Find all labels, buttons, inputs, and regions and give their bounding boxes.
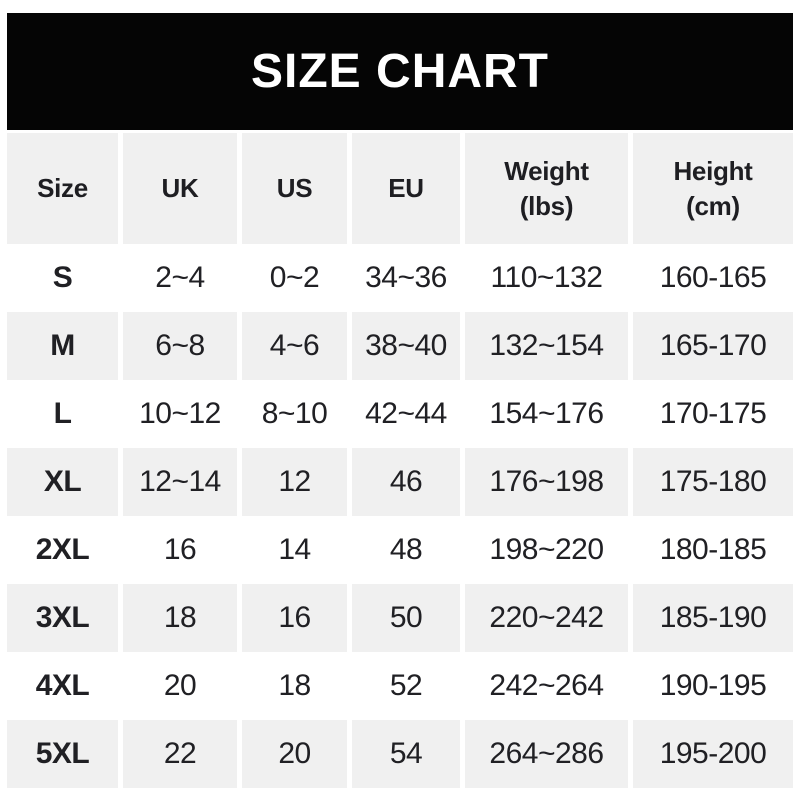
column-header-unit: (lbs) xyxy=(519,190,574,221)
cell-eu: 48 xyxy=(389,533,423,566)
cell-size: S xyxy=(52,261,73,294)
cell-us: 16 xyxy=(242,584,347,652)
table-row-4xl: 4XL 20 18 52 242~264 190-195 xyxy=(7,652,793,720)
column-header-label: UK xyxy=(161,173,199,204)
table-header-row: Size UK US EU Weight (lbs) Height (cm) xyxy=(7,133,793,244)
cell-us: 0~2 xyxy=(269,261,320,294)
cell-uk: 2~4 xyxy=(155,261,205,294)
cell-eu: 50 xyxy=(352,584,460,652)
cell-height: 175-180 xyxy=(633,448,793,516)
cell-us: 12 xyxy=(242,448,347,516)
cell-us: 20 xyxy=(242,720,347,788)
cell-size: L xyxy=(53,397,72,430)
cell-weight: 132~154 xyxy=(465,312,628,380)
cell-height: 190-195 xyxy=(659,669,767,702)
cell-uk: 22 xyxy=(123,720,237,788)
cell-height: 170-175 xyxy=(659,397,767,430)
column-header-us: US xyxy=(242,133,347,244)
cell-eu: 38~40 xyxy=(352,312,460,380)
cell-us: 18 xyxy=(278,669,311,702)
table-row-m: M 6~8 4~6 38~40 132~154 165-170 xyxy=(7,312,793,380)
cell-eu: 42~44 xyxy=(365,397,447,430)
column-header-label: US xyxy=(276,173,313,204)
cell-us: 4~6 xyxy=(242,312,347,380)
cell-height: 160-165 xyxy=(659,261,767,294)
cell-uk: 12~14 xyxy=(123,448,237,516)
cell-size: 3XL xyxy=(7,584,118,652)
cell-us: 8~10 xyxy=(261,397,328,430)
column-header-label: Size xyxy=(37,173,88,204)
cell-uk: 18 xyxy=(123,584,237,652)
table-row-3xl: 3XL 18 16 50 220~242 185-190 xyxy=(7,584,793,652)
cell-size: 2XL xyxy=(35,533,90,566)
column-header-eu: EU xyxy=(352,133,460,244)
cell-size: M xyxy=(7,312,118,380)
cell-uk: 20 xyxy=(163,669,197,702)
cell-eu: 52 xyxy=(389,669,423,702)
cell-uk: 10~12 xyxy=(139,397,221,430)
cell-height: 165-170 xyxy=(633,312,793,380)
column-header-unit: (cm) xyxy=(686,190,740,221)
cell-weight: 220~242 xyxy=(465,584,628,652)
table-row-5xl: 5XL 22 20 54 264~286 195-200 xyxy=(7,720,793,788)
column-header-size: Size xyxy=(7,133,118,244)
cell-uk: 6~8 xyxy=(123,312,237,380)
size-chart-banner: SIZE CHART xyxy=(7,13,793,130)
size-chart-table: Size UK US EU Weight (lbs) Height (cm) S 2… xyxy=(7,133,793,788)
cell-size: 5XL xyxy=(7,720,118,788)
page-title: SIZE CHART xyxy=(251,45,549,98)
column-header-label: Weight xyxy=(504,156,589,187)
cell-size: XL xyxy=(7,448,118,516)
cell-height: 185-190 xyxy=(633,584,793,652)
table-row-2xl: 2XL 16 14 48 198~220 180-185 xyxy=(7,516,793,584)
cell-weight: 242~264 xyxy=(489,669,604,702)
cell-us: 14 xyxy=(278,533,311,566)
cell-uk: 16 xyxy=(163,533,197,566)
column-header-label: Height xyxy=(673,156,753,187)
column-header-label: EU xyxy=(388,173,424,204)
cell-weight: 110~132 xyxy=(490,261,603,294)
column-header-weight: Weight (lbs) xyxy=(465,133,628,244)
cell-size: 4XL xyxy=(35,669,90,702)
cell-height: 195-200 xyxy=(633,720,793,788)
cell-eu: 54 xyxy=(352,720,460,788)
table-row-xl: XL 12~14 12 46 176~198 175-180 xyxy=(7,448,793,516)
cell-weight: 198~220 xyxy=(489,533,604,566)
cell-eu: 34~36 xyxy=(365,261,447,294)
table-row-s: S 2~4 0~2 34~36 110~132 160-165 xyxy=(7,244,793,312)
column-header-height: Height (cm) xyxy=(633,133,793,244)
cell-weight: 154~176 xyxy=(489,397,604,430)
table-row-l: L 10~12 8~10 42~44 154~176 170-175 xyxy=(7,380,793,448)
column-header-uk: UK xyxy=(123,133,237,244)
cell-weight: 176~198 xyxy=(465,448,628,516)
cell-weight: 264~286 xyxy=(465,720,628,788)
cell-height: 180-185 xyxy=(659,533,767,566)
cell-eu: 46 xyxy=(352,448,460,516)
